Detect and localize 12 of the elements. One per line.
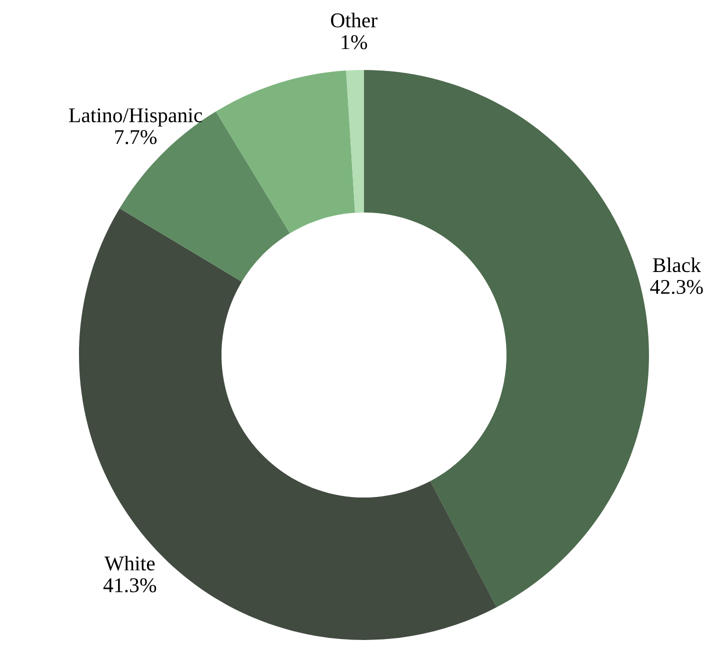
donut-slice: [346, 70, 364, 213]
slice-label: Latino/Hispanic: [69, 108, 202, 127]
data-label: 1%: [342, 35, 368, 50]
donut-slice: [79, 208, 497, 640]
slice-label: Black: [652, 258, 701, 272]
donut-slice: [364, 70, 649, 608]
donut-slice: [216, 70, 356, 234]
data-label: 42.3%: [650, 280, 703, 294]
data-label: 41.3%: [103, 578, 156, 592]
slice-label: White: [104, 556, 155, 571]
slice-label: Other: [331, 12, 378, 28]
data-label: 7.7%: [115, 130, 157, 144]
